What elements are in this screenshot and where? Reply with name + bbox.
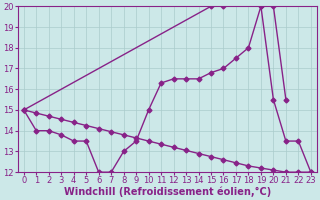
X-axis label: Windchill (Refroidissement éolien,°C): Windchill (Refroidissement éolien,°C) <box>64 187 271 197</box>
